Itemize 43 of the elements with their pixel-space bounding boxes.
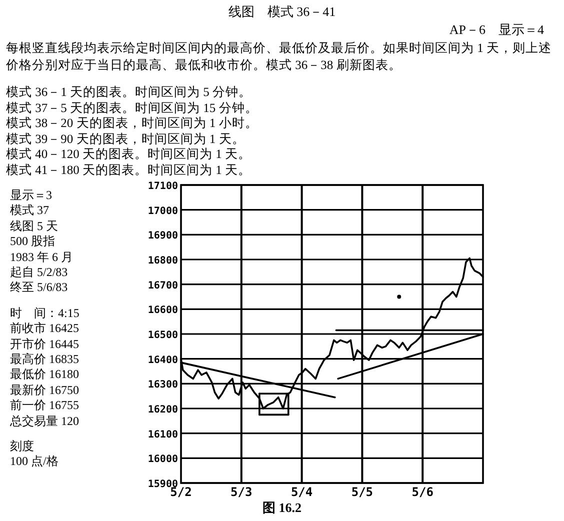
y-tick-label: 16300 <box>148 380 178 391</box>
y-tick-label: 16800 <box>148 256 178 266</box>
text: 100 点/格 <box>10 454 58 470</box>
y-tick-label: 16500 <box>148 330 178 341</box>
text: 最高价 16835 <box>10 352 79 367</box>
y-tick-label: 16200 <box>148 404 178 416</box>
text: 前一价 16755 <box>10 398 79 414</box>
text: 最低价 16180 <box>10 367 79 382</box>
y-tick-label: 17000 <box>148 206 178 217</box>
text: 模式 37－5 天的图表。时间区间为 15 分钟。 <box>6 100 258 116</box>
text: 每根竖直线段均表示给定时间区间内的最高价、最低价及最后价。如果时间区间为 1 天，则上述价格分别对应于当日的最高、最低和收市价。模式 36－38 刷新图表。 <box>6 40 552 74</box>
text: 模式 40－120 天的图表。时间区间为 1 天。 <box>6 146 251 162</box>
chart-title: 线图 模式 36－41 <box>227 4 337 20</box>
y-tick-label: 16100 <box>148 429 178 440</box>
text: 显示＝3 <box>10 188 52 203</box>
text: 最新价 16750 <box>10 382 79 398</box>
text: 模式 37 <box>10 203 49 218</box>
text: 开市价 16445 <box>10 336 79 352</box>
x-tick-label: 5/6 <box>412 485 434 499</box>
text: 总交易量 120 <box>10 414 79 429</box>
text: 模式 41－180 天的图表。时间区间为 1 天。 <box>6 162 251 178</box>
y-tick-label: 17100 <box>148 181 178 192</box>
text: 模式 39－90 天的图表，时间区间为 1 天。 <box>6 130 245 146</box>
text: 1983 年 6 月 <box>10 250 73 265</box>
caption: 图 16.2 <box>262 500 302 516</box>
text: 500 股指 <box>10 234 55 250</box>
text: 前收市 16425 <box>10 321 79 336</box>
y-tick-label: 16600 <box>148 305 178 316</box>
text: 线图 5 天 <box>10 218 58 234</box>
text: 时 间：4:15 <box>10 306 80 321</box>
x-tick-label: 5/3 <box>230 485 252 499</box>
x-tick-label: 5/4 <box>290 485 313 499</box>
y-tick-label: 16700 <box>148 280 178 292</box>
text: 模式 36－1 天的图表。时间区间为 5 分钟。 <box>6 84 252 100</box>
chart-subtitle: AP－6 显示＝4 <box>449 22 544 38</box>
y-tick-label: 16400 <box>148 354 178 366</box>
text: 起自 5/2/83 <box>10 265 68 280</box>
y-tick-label: 16900 <box>148 230 178 242</box>
text: 刻度 <box>10 439 34 454</box>
text: 终至 5/6/83 <box>10 280 68 296</box>
x-tick-label: 5/5 <box>351 485 374 499</box>
y-tick-label: 16000 <box>148 454 178 466</box>
text: 模式 38－20 天的图表，时间区间为 1 小时。 <box>6 115 258 131</box>
